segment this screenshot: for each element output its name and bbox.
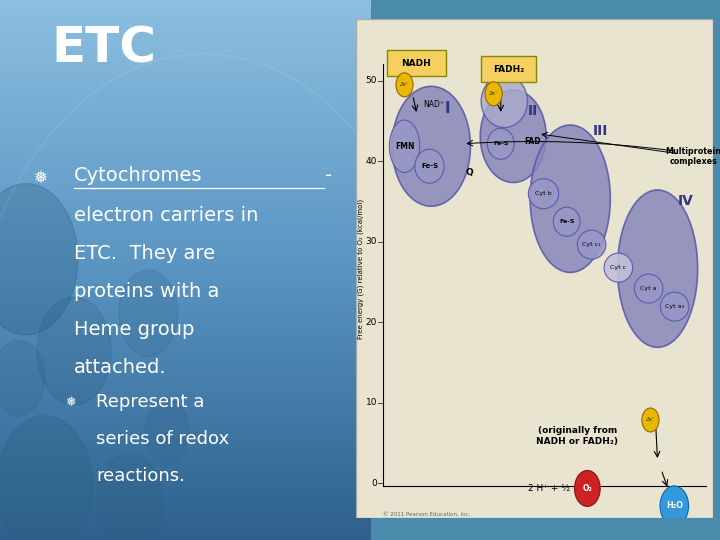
Text: Cyt a₃: Cyt a₃ — [665, 304, 684, 309]
Circle shape — [485, 82, 502, 106]
Text: O₂: O₂ — [582, 484, 593, 493]
Ellipse shape — [577, 230, 606, 259]
Text: 2e⁻: 2e⁻ — [400, 82, 410, 87]
Text: © 2011 Pearson Education, Inc.: © 2011 Pearson Education, Inc. — [383, 512, 470, 517]
FancyBboxPatch shape — [481, 56, 536, 82]
Text: Cyt a: Cyt a — [640, 286, 657, 291]
Text: reactions.: reactions. — [96, 467, 185, 485]
Circle shape — [575, 470, 600, 507]
Text: Q: Q — [466, 168, 474, 177]
Ellipse shape — [480, 90, 546, 183]
Text: Cytochromes: Cytochromes — [74, 166, 202, 185]
Text: 10: 10 — [366, 399, 377, 407]
Text: IV: IV — [678, 194, 694, 208]
Circle shape — [642, 408, 659, 432]
Text: Fe-S: Fe-S — [559, 219, 575, 224]
Text: ETC.  They are: ETC. They are — [74, 244, 215, 264]
Text: attached.: attached. — [74, 357, 167, 377]
FancyBboxPatch shape — [387, 50, 446, 76]
Circle shape — [37, 297, 112, 405]
Text: 2 H⁺ + ½: 2 H⁺ + ½ — [528, 484, 570, 493]
Ellipse shape — [528, 179, 559, 208]
Text: Cyt b: Cyt b — [535, 191, 552, 196]
Text: 50: 50 — [366, 76, 377, 85]
Circle shape — [96, 454, 163, 540]
Ellipse shape — [487, 129, 514, 159]
Text: FADH₂: FADH₂ — [493, 65, 525, 74]
Ellipse shape — [415, 149, 444, 183]
Text: (originally from
NADH or FADH₂): (originally from NADH or FADH₂) — [536, 426, 618, 445]
Text: Heme group: Heme group — [74, 320, 194, 339]
Ellipse shape — [618, 190, 698, 347]
Text: electron carriers in: electron carriers in — [74, 206, 258, 226]
Ellipse shape — [390, 120, 420, 172]
Text: II: II — [528, 104, 538, 118]
Text: FAD: FAD — [524, 137, 541, 146]
Text: Cyt c₁: Cyt c₁ — [582, 242, 601, 247]
Circle shape — [119, 270, 178, 356]
Circle shape — [0, 416, 93, 540]
Text: 0: 0 — [372, 479, 377, 488]
Text: 2e⁻: 2e⁻ — [489, 91, 498, 96]
Text: Fe-S: Fe-S — [421, 163, 438, 169]
Text: -: - — [325, 166, 332, 185]
Ellipse shape — [553, 207, 580, 236]
Circle shape — [0, 184, 78, 335]
FancyBboxPatch shape — [356, 19, 713, 518]
Ellipse shape — [392, 86, 470, 206]
Text: NAD⁺: NAD⁺ — [423, 100, 444, 109]
Text: I: I — [444, 102, 450, 116]
Text: III: III — [593, 124, 608, 138]
Text: ❅: ❅ — [34, 169, 48, 187]
Text: Cyt c: Cyt c — [611, 265, 626, 270]
Circle shape — [660, 486, 688, 526]
Text: FMN: FMN — [395, 142, 414, 151]
Circle shape — [396, 73, 413, 97]
Text: H₂O: H₂O — [666, 502, 683, 510]
Ellipse shape — [481, 75, 528, 127]
Text: 20: 20 — [366, 318, 377, 327]
Text: Free energy (G) relative to O₂ (kcal/mol): Free energy (G) relative to O₂ (kcal/mol… — [357, 199, 364, 339]
Text: ETC: ETC — [51, 25, 156, 72]
Circle shape — [0, 340, 45, 416]
Ellipse shape — [604, 253, 633, 282]
Text: ❅: ❅ — [66, 396, 76, 409]
Text: 40: 40 — [366, 157, 377, 166]
Text: 2e⁻: 2e⁻ — [646, 417, 655, 422]
Text: 30: 30 — [366, 237, 377, 246]
Ellipse shape — [660, 292, 689, 321]
Text: Represent a: Represent a — [96, 393, 204, 411]
Text: Multiprotein
complexes: Multiprotein complexes — [665, 146, 720, 166]
Text: proteins with a: proteins with a — [74, 282, 220, 301]
Text: NADH: NADH — [402, 59, 431, 68]
Text: Fe-S: Fe-S — [493, 141, 508, 146]
Ellipse shape — [634, 274, 663, 303]
Ellipse shape — [530, 125, 611, 272]
Circle shape — [145, 400, 189, 464]
Text: series of redox: series of redox — [96, 430, 230, 448]
